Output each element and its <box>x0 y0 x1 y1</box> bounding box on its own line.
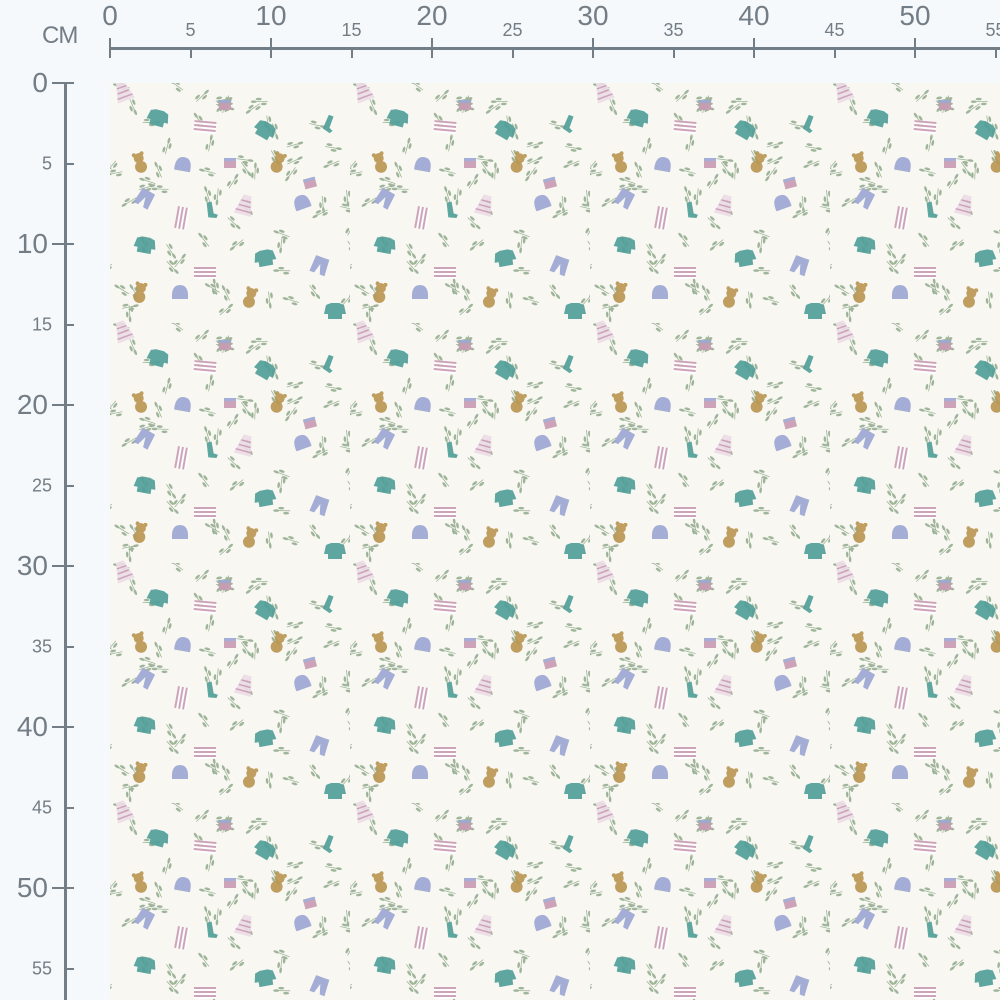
left-ruler-label: 15 <box>31 314 52 334</box>
left-ruler-tick <box>52 404 74 406</box>
left-ruler-label: 50 <box>16 872 48 903</box>
top-ruler-tick <box>753 38 755 58</box>
left-ruler-tick <box>64 806 74 809</box>
top-ruler-label: 10 <box>255 0 287 31</box>
left-ruler-tick <box>64 484 74 487</box>
top-ruler-line <box>110 47 1000 50</box>
unit-label: CM <box>42 22 78 49</box>
top-ruler-tick <box>431 38 433 58</box>
left-ruler-line <box>64 83 67 1000</box>
top-ruler-label: 25 <box>502 20 523 40</box>
top-ruler-label: 35 <box>663 20 684 40</box>
top-ruler-label: 30 <box>577 0 609 31</box>
left-ruler-label: 30 <box>16 550 48 581</box>
top-ruler-tick <box>189 47 192 58</box>
top-ruler-label: 55 <box>985 20 1000 40</box>
left-ruler-tick <box>52 82 74 84</box>
left-ruler-tick <box>64 162 74 165</box>
left-ruler-tick <box>52 726 74 728</box>
left-ruler-label: 35 <box>31 636 52 656</box>
top-ruler-label: 0 <box>102 0 118 31</box>
left-ruler-label: 10 <box>16 228 48 259</box>
left-ruler-tick <box>64 323 74 326</box>
left-ruler-label: 20 <box>16 389 48 420</box>
left-ruler-label: 40 <box>16 711 48 742</box>
fabric-print <box>110 83 1000 1000</box>
left-ruler-tick <box>52 243 74 245</box>
left-ruler-label: 55 <box>31 958 52 978</box>
left-ruler-tick <box>64 967 74 970</box>
left-ruler-label: 0 <box>32 67 48 98</box>
top-ruler-tick <box>350 47 353 58</box>
left-ruler-label: 45 <box>31 797 52 817</box>
left-ruler-tick <box>52 565 74 567</box>
left-ruler-label: 25 <box>31 475 52 495</box>
left-ruler-label: 5 <box>41 153 52 173</box>
top-ruler-label: 50 <box>899 0 931 31</box>
top-ruler-tick <box>994 47 997 58</box>
top-ruler-tick <box>511 47 514 58</box>
top-ruler-tick <box>592 38 594 58</box>
top-ruler-label: 5 <box>185 20 196 40</box>
fabric-pattern-swatch <box>110 83 1000 1000</box>
top-ruler-label: 15 <box>341 20 362 40</box>
top-ruler-tick <box>914 38 916 58</box>
left-ruler-tick <box>52 887 74 889</box>
top-ruler-tick <box>833 47 836 58</box>
top-ruler-label: 20 <box>416 0 448 31</box>
top-ruler-label: 45 <box>824 20 845 40</box>
top-ruler-tick <box>672 47 675 58</box>
left-ruler-tick <box>64 645 74 648</box>
top-ruler-label: 40 <box>738 0 770 31</box>
top-ruler-tick <box>270 38 272 58</box>
top-ruler-tick <box>109 38 111 58</box>
